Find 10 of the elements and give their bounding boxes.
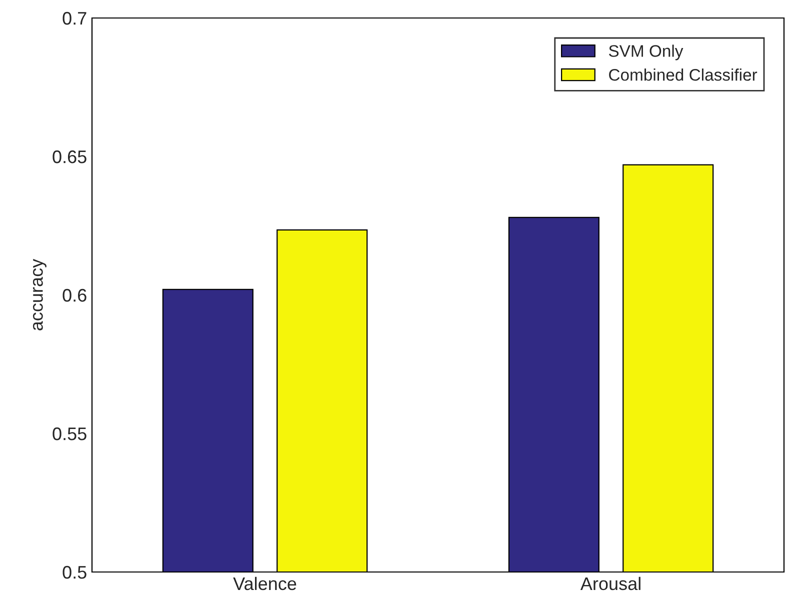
y-tick-label: 0.65 xyxy=(52,150,86,164)
legend-label: Combined Classifier xyxy=(609,68,758,81)
y-tick-label: 0.5 xyxy=(62,566,86,579)
x-tick-label: Arousal xyxy=(580,576,640,590)
x-tick-label: Valence xyxy=(233,576,296,590)
y-axis-title: accuracy xyxy=(32,258,46,330)
y-tick-label: 0.6 xyxy=(62,288,86,302)
y-tick-label: 0.7 xyxy=(62,12,86,25)
legend-label: SVM Only xyxy=(608,44,684,60)
y-tick-label: 0.55 xyxy=(52,427,86,440)
